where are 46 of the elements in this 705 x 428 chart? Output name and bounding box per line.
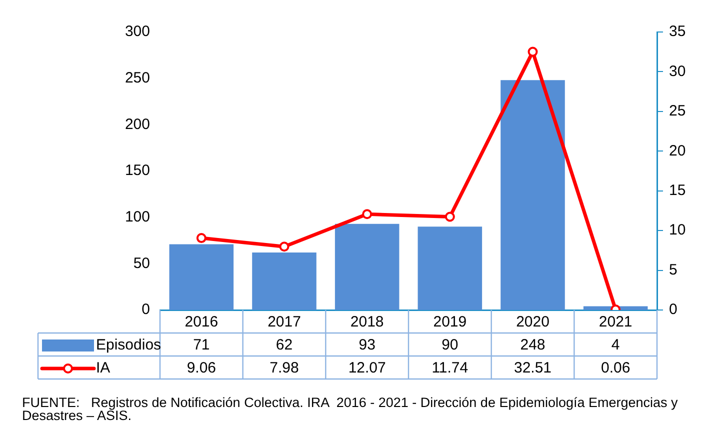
data-label: 11.74 (432, 360, 468, 377)
source-note: FUENTE: Registros de Notificación Colectiva. IRA 2016 - 2021 - Dirección de Epidemiología Emergencias y Desastres – ASIS. (22, 395, 679, 423)
y2-tick-label: 15 (669, 182, 686, 199)
y2-tick-label: 30 (669, 62, 686, 80)
y-tick-label: 250 (124, 69, 150, 86)
point (444, 212, 455, 222)
x-tick-label: 2019 (433, 314, 467, 331)
y2-tick-label: 35 (669, 23, 686, 40)
point (196, 233, 206, 244)
bar (252, 252, 316, 310)
y-tick-label: 150 (124, 162, 150, 180)
y2-tick-label: 0 (669, 301, 678, 318)
data-label: 9.06 (186, 360, 216, 377)
y-tick-label: 0 (142, 301, 150, 318)
bar (500, 80, 565, 310)
data-label: 4 (611, 336, 620, 354)
data-label: 93 (358, 336, 376, 354)
data-label: 12.07 (348, 360, 386, 377)
x-tick-label: 2020 (516, 314, 550, 331)
y-tick-label: 300 (124, 23, 150, 40)
point (362, 209, 372, 220)
data-label: 0.06 (600, 360, 630, 377)
y2-tick-label: 10 (669, 222, 686, 239)
data-label: 71 (193, 336, 210, 354)
x-tick-label: 2016 (184, 314, 218, 331)
x-tick-label: 2017 (268, 314, 301, 331)
y-tick-label: 200 (124, 116, 150, 133)
legend-label: IA (96, 360, 110, 377)
y2-tick-label: 5 (669, 261, 678, 278)
legend-label: Episodios (96, 336, 162, 354)
y-tick-label: 50 (133, 254, 150, 272)
data-label: 7.98 (270, 360, 299, 377)
bar (169, 244, 234, 310)
point (279, 242, 290, 252)
y-tick-label: 100 (124, 208, 150, 226)
data-label: 62 (276, 336, 293, 354)
y2-tick-label: 20 (669, 142, 686, 160)
x-tick-label: 2018 (350, 314, 384, 331)
data-label: 90 (442, 336, 458, 354)
bar (334, 224, 400, 310)
data-label: 248 (520, 336, 546, 354)
data-label: 32.51 (514, 360, 552, 377)
point (528, 46, 538, 57)
x-tick-label: 2021 (598, 314, 632, 331)
y2-tick-label: 25 (669, 102, 686, 120)
bar (418, 226, 482, 310)
